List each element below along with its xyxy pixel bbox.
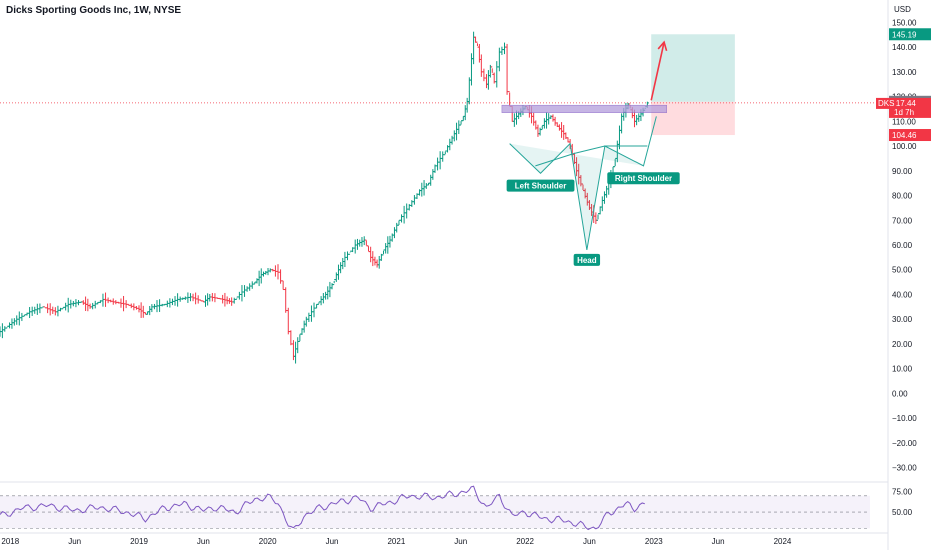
symbol-tag-box bbox=[876, 97, 896, 109]
pattern-label: Head bbox=[577, 256, 597, 265]
rsi-line bbox=[0, 485, 645, 531]
target-arrow bbox=[650, 41, 665, 101]
y-tick-label: −30.00 bbox=[892, 464, 917, 473]
x-tick-label: 2023 bbox=[645, 537, 663, 546]
price-tag-box bbox=[889, 28, 931, 41]
y-tick-label: 100.00 bbox=[892, 142, 917, 151]
y-tick-label: 70.00 bbox=[892, 216, 913, 225]
y-tick-label: 60.00 bbox=[892, 241, 913, 250]
rsi-tick-label: 75.00 bbox=[892, 488, 913, 497]
pattern-line bbox=[509, 116, 657, 251]
x-tick-label: 2019 bbox=[130, 537, 148, 546]
y-tick-label: 20.00 bbox=[892, 340, 913, 349]
y-tick-label: 30.00 bbox=[892, 315, 913, 324]
y-tick-label: 140.00 bbox=[892, 43, 917, 52]
pattern-label-box bbox=[573, 253, 601, 266]
y-tick-label: −20.00 bbox=[892, 439, 917, 448]
x-tick-label: 2022 bbox=[516, 537, 534, 546]
target-arrow-head bbox=[657, 40, 668, 52]
x-tick-label: Jun bbox=[583, 537, 596, 546]
x-tick-label: Jun bbox=[326, 537, 339, 546]
pattern-neck-line bbox=[535, 145, 648, 167]
x-tick-label: Jun bbox=[454, 537, 467, 546]
pattern-label-box bbox=[506, 179, 575, 192]
pattern-label: Right Shoulder bbox=[615, 174, 672, 183]
rsi-tick-label: 50.00 bbox=[892, 508, 913, 517]
current-price-box bbox=[889, 97, 931, 118]
price-tag: 104.46 bbox=[892, 131, 917, 140]
x-tick-label: Jun bbox=[712, 537, 725, 546]
current-price-countdown: 1d 7h bbox=[894, 108, 914, 117]
symbol-tag: DKS bbox=[878, 99, 894, 108]
x-tick-label: Jun bbox=[68, 537, 81, 546]
y-tick-label: 150.00 bbox=[892, 18, 917, 27]
chart-title: Dicks Sporting Goods Inc, 1W, NYSE bbox=[6, 5, 182, 16]
current-price-value: 117.44 bbox=[892, 99, 916, 108]
pattern-label: Left Shoulder bbox=[515, 182, 567, 191]
pattern-label-box bbox=[607, 172, 680, 185]
y-tick-label: 0.00 bbox=[892, 389, 908, 398]
y-tick-label: 50.00 bbox=[892, 266, 913, 275]
y-tick-label: 40.00 bbox=[892, 290, 913, 299]
y-tick-label: −10.00 bbox=[892, 414, 917, 423]
y-tick-label: 10.00 bbox=[892, 365, 913, 374]
currency-label: USD bbox=[894, 5, 911, 14]
y-tick-label: 80.00 bbox=[892, 192, 913, 201]
x-tick-label: 2018 bbox=[1, 537, 19, 546]
x-tick-label: 2024 bbox=[774, 537, 792, 546]
x-tick-label: Jun bbox=[197, 537, 210, 546]
pattern-fill bbox=[509, 143, 644, 250]
x-tick-label: 2020 bbox=[259, 537, 277, 546]
y-tick-label: 90.00 bbox=[892, 167, 913, 176]
y-tick-label: 130.00 bbox=[892, 68, 917, 77]
price-tag: 145.19 bbox=[892, 30, 917, 39]
x-tick-label: 2021 bbox=[387, 537, 405, 546]
y-tick-label: 110.00 bbox=[892, 117, 916, 126]
neckline-zone bbox=[501, 104, 667, 113]
price-tag-box bbox=[889, 129, 931, 142]
